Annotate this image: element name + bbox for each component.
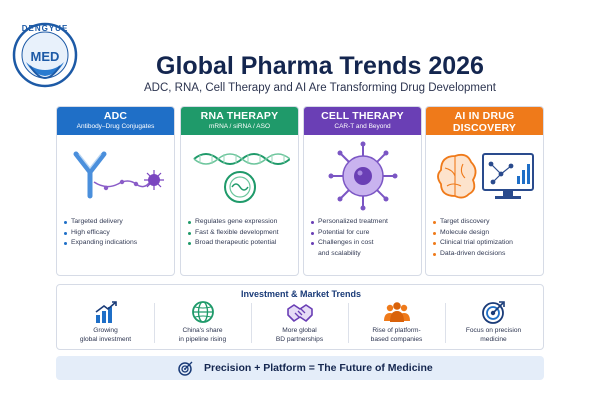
investment-item: Growing global investment <box>57 299 154 344</box>
investment-section: Investment & Market Trends Growing global… <box>56 284 544 350</box>
growth-chart-icon <box>95 301 117 323</box>
footer-text: Precision + Platform = The Future of Med… <box>204 362 433 374</box>
target-icon <box>178 361 193 376</box>
card-adc-subtitle: Antibody–Drug Conjugates <box>76 123 155 130</box>
investment-item: China's share in pipeline rising <box>154 299 251 344</box>
card-cell-header: CELL THERAPY CAR-T and Beyond <box>304 107 421 135</box>
card-rna-therapy: RNA THERAPY mRNA / siRNA / ASO Regulates… <box>180 106 299 276</box>
handshake-icon <box>286 304 313 322</box>
page-subtitle: ADC, RNA, Cell Therapy and AI Are Transf… <box>144 82 496 94</box>
list-item: Personalized treatment <box>310 217 415 228</box>
list-item: Molecule design <box>432 228 537 239</box>
card-ai-title: AI IN DRUG DISCOVERY <box>452 110 517 134</box>
investment-label: Focus on precision medicine <box>465 327 522 343</box>
investment-item: More global BD partnerships <box>251 299 348 344</box>
divider <box>154 303 155 343</box>
investment-item: Rise of platform-based companies <box>348 299 445 344</box>
investment-label: Rise of platform-based companies <box>370 327 423 343</box>
card-cell-title: CELL THERAPY <box>321 110 404 122</box>
card-adc: ADC Antibody–Drug Conjugates Targeted de… <box>56 106 175 276</box>
card-ai-subtitle: Smarter. Faster. Better. <box>451 135 518 142</box>
list-item: Clinical trial optimization <box>432 238 537 249</box>
card-rna-header: RNA THERAPY mRNA / siRNA / ASO <box>181 107 298 135</box>
divider <box>251 303 252 343</box>
footer-banner: Precision + Platform = The Future of Med… <box>56 356 544 380</box>
page-title: Global Pharma Trends 2026 <box>156 52 484 80</box>
list-item: Challenges in cost <box>310 238 415 249</box>
list-item: Potential for cure <box>310 228 415 239</box>
card-ai-drug-discovery: AI IN DRUG DISCOVERY Smarter. Faster. Be… <box>425 106 544 276</box>
antibody-drug-conjugate-icon <box>57 135 174 217</box>
investment-title: Investment & Market Trends <box>240 289 362 299</box>
logo-ring-text: DENGYUE <box>21 24 69 33</box>
divider <box>445 303 446 343</box>
investment-label: China's share in pipeline rising <box>178 327 227 343</box>
list-item: Targeted delivery <box>63 217 168 228</box>
dengyue-med-logo: DENGYUE MED <box>12 22 78 88</box>
card-cell-therapy: CELL THERAPY CAR-T and Beyond Personaliz… <box>303 106 422 276</box>
divider <box>348 303 349 343</box>
logo-center-text: MED <box>30 49 60 64</box>
people-group-icon <box>383 302 410 322</box>
list-item: Data-driven decisions <box>432 249 537 260</box>
card-ai-header: AI IN DRUG DISCOVERY Smarter. Faster. Be… <box>426 107 543 142</box>
list-item: Target discovery <box>432 217 537 228</box>
investment-label: More global BD partnerships <box>275 327 324 343</box>
list-item: and scalability <box>318 249 361 257</box>
card-adc-title: ADC <box>103 110 128 122</box>
logo-emblem <box>12 22 78 88</box>
list-item: Expanding indications <box>63 238 168 249</box>
card-rna-title: RNA THERAPY <box>200 110 279 122</box>
card-ai-list: Target discovery Molecule design Clinica… <box>426 217 543 259</box>
investment-label: Growing global investment <box>79 327 132 343</box>
list-item: High efficacy <box>63 228 168 239</box>
card-rna-list: Regulates gene expression Fast & flexibl… <box>181 217 298 249</box>
card-cell-list: Personalized treatment Potential for cur… <box>304 217 421 259</box>
target-icon <box>481 301 505 324</box>
card-adc-header: ADC Antibody–Drug Conjugates <box>57 107 174 135</box>
rna-strand-icon <box>181 135 298 217</box>
card-cell-subtitle: CAR-T and Beyond <box>334 123 391 130</box>
card-rna-subtitle: mRNA / siRNA / ASO <box>208 123 271 130</box>
list-item: Broad therapeutic potential <box>187 238 292 249</box>
list-item: Fast & flexible development <box>187 228 292 239</box>
card-adc-list: Targeted delivery High efficacy Expandin… <box>57 217 174 249</box>
globe-icon <box>191 301 214 323</box>
investment-item: Focus on precision medicine <box>445 299 542 344</box>
ai-brain-monitor-icon <box>426 135 543 217</box>
list-item: Regulates gene expression <box>187 217 292 228</box>
car-t-cell-icon <box>304 135 421 217</box>
